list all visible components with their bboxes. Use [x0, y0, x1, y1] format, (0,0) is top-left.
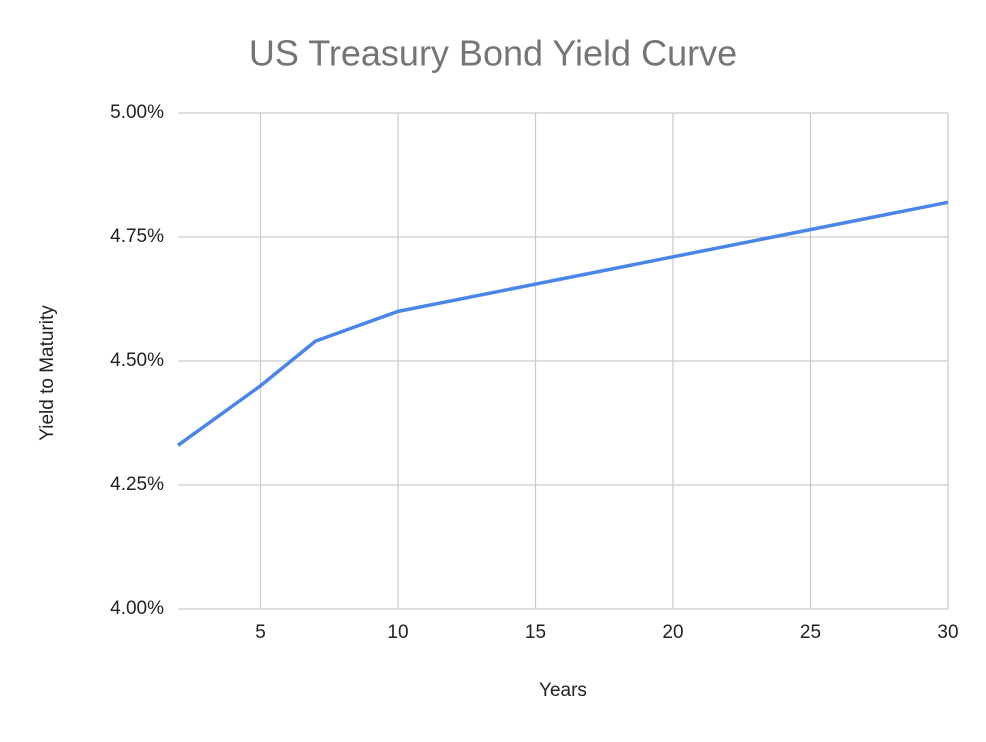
- y-tick-label: 4.00%: [110, 598, 164, 619]
- data-line: [176, 200, 949, 447]
- x-tick-label: 10: [387, 622, 408, 643]
- x-tick-label: 20: [662, 622, 683, 643]
- x-tick-label: 5: [255, 622, 266, 643]
- chart-title: US Treasury Bond Yield Curve: [249, 33, 737, 74]
- y-tick-label: 4.50%: [110, 350, 164, 371]
- y-tick-label: 4.25%: [110, 474, 164, 495]
- y-axis-label: Yield to Maturity: [37, 305, 58, 441]
- x-tick-label: 30: [937, 622, 958, 643]
- y-tick-label: 5.00%: [110, 102, 164, 123]
- y-tick-label: 4.75%: [110, 226, 164, 247]
- x-tick-label: 25: [800, 622, 821, 643]
- x-tick-label: 15: [525, 622, 546, 643]
- x-axis-label: Years: [539, 680, 587, 701]
